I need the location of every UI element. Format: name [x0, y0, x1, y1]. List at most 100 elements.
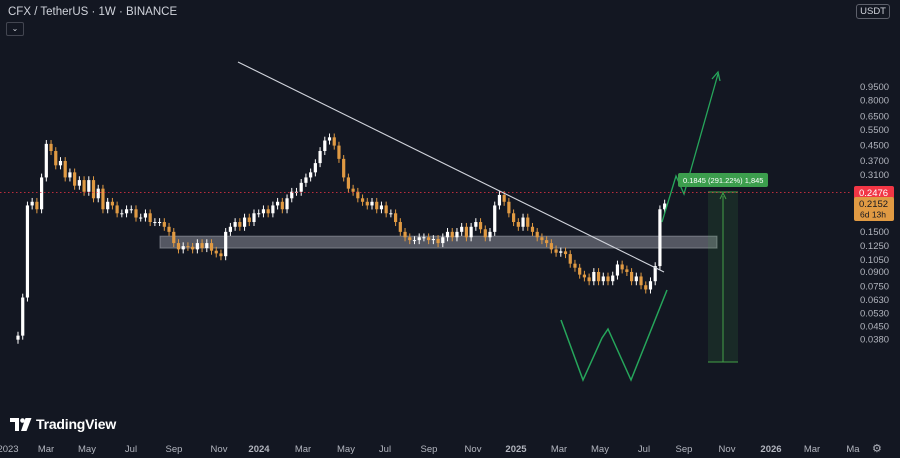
current-price-label: 0.2152	[859, 199, 888, 210]
time-tick-label: May	[591, 444, 609, 455]
candle-body	[507, 201, 511, 214]
candle-body	[162, 222, 166, 227]
candle-body	[563, 251, 568, 255]
candle-body	[181, 246, 185, 250]
candle-body	[63, 160, 67, 178]
candle-body	[327, 137, 332, 141]
time-tick-label: May	[78, 444, 96, 455]
price-tick-label: 0.0750	[860, 281, 889, 292]
candle-body	[252, 213, 256, 223]
candle-body	[497, 194, 502, 206]
candle-body	[21, 297, 25, 336]
time-tick-label: Sep	[676, 444, 693, 455]
candle-body	[332, 137, 336, 146]
candle-body	[299, 182, 303, 192]
candle-body	[403, 231, 407, 238]
candle-body	[384, 205, 388, 214]
time-tick-label: Mar	[38, 444, 54, 455]
candle-body	[578, 267, 582, 275]
time-tick-label: Jul	[379, 444, 391, 455]
candle-body	[219, 253, 223, 257]
price-tick-label: 0.3700	[860, 156, 889, 167]
candle-body	[200, 243, 204, 249]
time-tick-label: 2026	[760, 444, 781, 455]
candle-body	[16, 335, 20, 340]
candle-body	[285, 198, 289, 210]
chevron-down-icon[interactable]: ⌄	[6, 22, 24, 36]
candle-body	[238, 222, 242, 227]
candle-body	[82, 180, 86, 192]
candle-body	[342, 158, 346, 178]
candle-body	[30, 201, 34, 206]
time-tick-label: Mar	[295, 444, 311, 455]
currency-button[interactable]: USDT	[856, 4, 890, 19]
candle-body	[540, 237, 544, 241]
candle-body	[554, 249, 558, 253]
candle-body	[87, 180, 91, 192]
time-tick-label: Nov	[719, 444, 736, 455]
candle-body	[596, 271, 601, 282]
candle-body	[91, 180, 96, 199]
tradingview-logo-text: TradingView	[36, 416, 117, 432]
candle-body	[309, 172, 313, 178]
candle-body	[630, 271, 634, 282]
candle-body	[167, 226, 171, 232]
candle-body	[436, 238, 440, 244]
candle-body	[54, 151, 58, 166]
candle-body	[375, 201, 379, 210]
candle-body	[228, 226, 232, 232]
candle-body	[44, 143, 48, 178]
candle-body	[460, 226, 464, 232]
candle-body	[582, 274, 586, 278]
candle-body	[129, 209, 133, 211]
candle-body	[620, 264, 624, 270]
price-tick-label: 0.0530	[860, 309, 889, 320]
candle-body	[40, 177, 44, 210]
price-tick-label: 0.1050	[860, 255, 889, 266]
price-tick-label: 0.1250	[860, 241, 889, 252]
candle-body	[464, 226, 468, 238]
candle-body	[120, 213, 124, 215]
candle-body	[261, 209, 266, 214]
candle-body	[427, 237, 431, 241]
tradingview-logo-icon	[10, 417, 32, 431]
candle-body	[247, 217, 251, 223]
candle-body	[455, 231, 459, 238]
candle-body	[478, 222, 483, 230]
candle-body	[77, 180, 81, 186]
candle-body	[134, 209, 138, 218]
candle-body	[110, 201, 114, 206]
candle-body	[158, 222, 162, 224]
candle-body	[663, 203, 667, 210]
candle-body	[224, 231, 228, 257]
candle-body	[153, 222, 157, 224]
candle-body	[559, 251, 563, 253]
arrow-head-icon	[711, 70, 721, 82]
price-axis: 0.9500 0.8000 0.6500 0.5500 0.4500 0.3700 0.31…	[0, 82, 894, 346]
candle-body	[209, 243, 214, 251]
candle-body	[214, 250, 218, 254]
candle-body	[304, 177, 308, 183]
candle-body	[49, 143, 53, 152]
candle-body	[412, 240, 417, 242]
price-tick-label: 0.4500	[860, 141, 889, 152]
candle-body	[512, 213, 516, 223]
candle-body	[488, 231, 492, 238]
candle-body	[422, 237, 426, 239]
last-price-label: 0.2476	[859, 188, 888, 199]
price-tick-label: 0.5500	[860, 125, 889, 136]
candle-body	[191, 246, 195, 250]
time-tick-label: 2024	[248, 444, 270, 455]
candle-body	[233, 222, 237, 227]
time-tick-label: Ma	[846, 444, 860, 455]
time-tick-label: 2023	[0, 444, 19, 455]
candle-body	[186, 246, 190, 248]
candle-body	[530, 226, 535, 232]
candle-body	[266, 209, 270, 214]
candle-body	[370, 201, 374, 206]
candle-body	[143, 213, 148, 218]
candle-body	[648, 281, 653, 290]
candle-body	[318, 151, 322, 164]
gear-icon[interactable]: ⚙	[872, 443, 882, 455]
